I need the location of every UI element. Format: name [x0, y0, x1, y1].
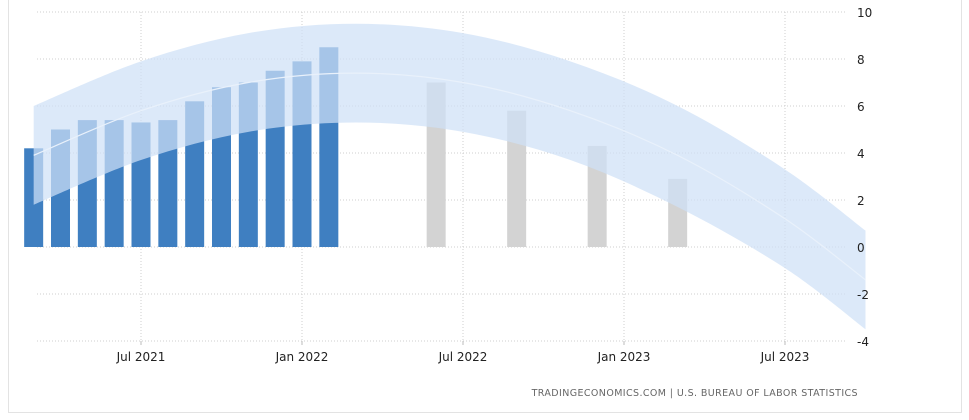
x-tick-label: Jan 2022 — [275, 350, 329, 364]
y-tick-label: 10 — [857, 6, 872, 20]
x-tick-label: Jul 2021 — [116, 350, 166, 364]
source-attribution: TRADINGECONOMICS.COM | U.S. BUREAU OF LA… — [531, 388, 858, 399]
inflation-chart: 10 8 6 4 2 0 -2 -4 Jul 2021 Jan 2022 Jul 2022 Jan 2… — [24, 6, 873, 364]
chart-frame: 10 8 6 4 2 0 -2 -4 Jul 2021 Jan 2022 Jul 2022 Jan 2… — [8, 0, 962, 413]
trend-center-line — [33, 72, 866, 281]
y-tick-label: 6 — [857, 100, 865, 114]
y-tick-label: 4 — [857, 147, 865, 161]
x-tick-label: Jul 2023 — [760, 350, 810, 364]
axes: 10 8 6 4 2 0 -2 -4 Jul 2021 Jan 2022 Jul 2022 Jan 2… — [116, 6, 873, 364]
y-tick-label: 0 — [857, 241, 865, 255]
y-tick-label: -4 — [857, 335, 869, 349]
y-tick-label: 2 — [857, 194, 865, 208]
trend-band-area — [33, 23, 866, 330]
y-tick-label: 8 — [857, 53, 865, 67]
y-tick-label: -2 — [857, 288, 869, 302]
trend-band — [33, 23, 866, 330]
x-tick-label: Jan 2023 — [597, 350, 651, 364]
x-tick-label: Jul 2022 — [438, 350, 488, 364]
